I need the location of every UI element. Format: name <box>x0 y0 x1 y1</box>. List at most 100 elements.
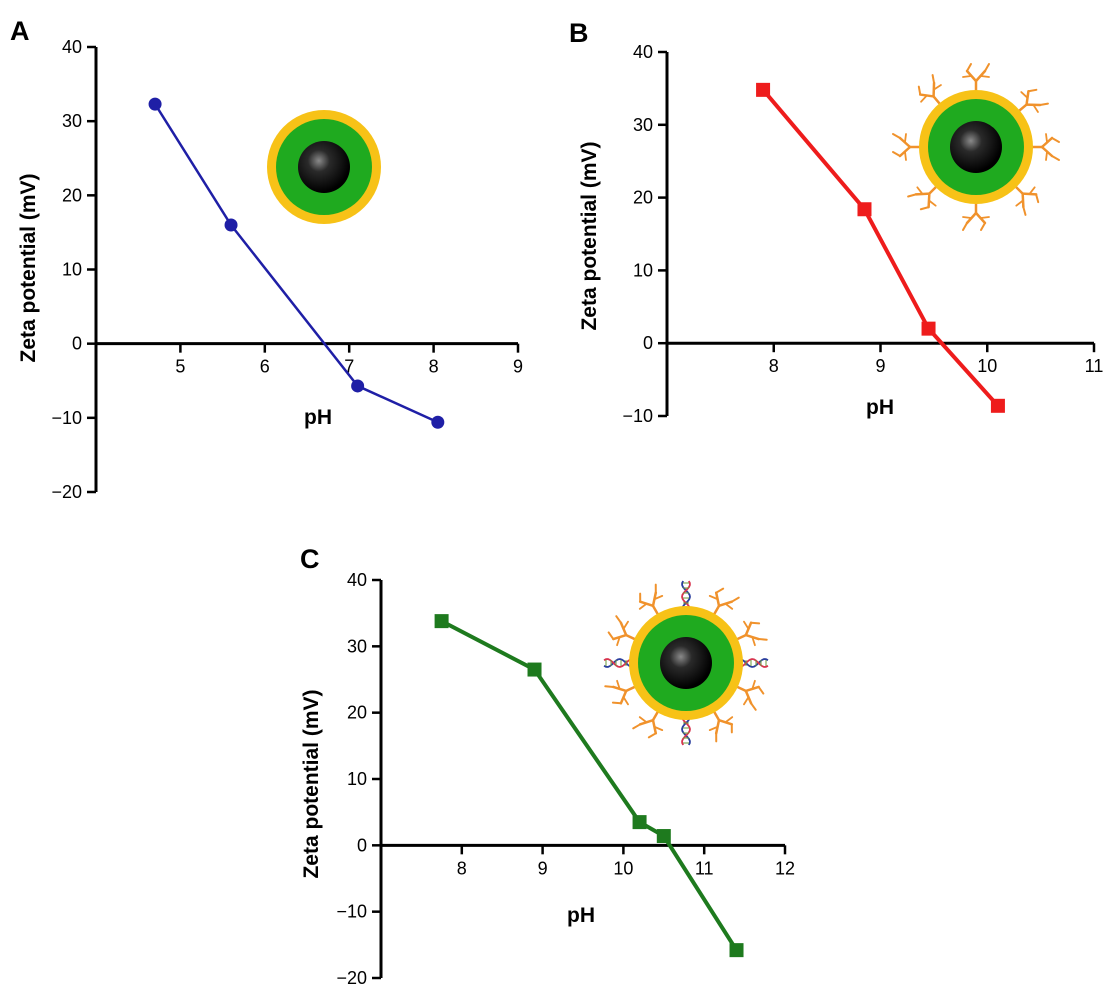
antibody-tip <box>724 603 734 610</box>
antibody-tip <box>962 75 972 78</box>
panel-c: C −20 −10 0 10 20 30 40 8 9 10 11 12 pH Zeta potential… <box>300 544 795 987</box>
antibody-tip <box>1022 206 1027 216</box>
y-tick-label: 40 <box>633 42 653 62</box>
data-point <box>729 943 744 958</box>
antibody-tip <box>708 594 719 600</box>
antibody-icon <box>962 195 990 231</box>
x-tick-label: 9 <box>538 858 548 878</box>
x-tick-label: 10 <box>977 356 997 376</box>
data-point <box>224 218 238 232</box>
data-point <box>990 398 1005 413</box>
antibody-tip <box>1027 88 1038 93</box>
series-line <box>761 88 1000 408</box>
y-axis-title: Zeta potential (mV) <box>17 173 40 362</box>
y-tick-label: 20 <box>62 185 82 205</box>
data-point <box>148 97 162 111</box>
antibody-tip <box>904 133 907 143</box>
data-point <box>527 662 542 677</box>
antibody-tip <box>730 596 740 603</box>
antibody-tip <box>1015 199 1024 207</box>
antibody-tip <box>904 151 907 161</box>
antibody-tip <box>962 216 972 219</box>
antibody-tip <box>639 592 642 603</box>
panel-letter: C <box>300 544 320 574</box>
x-tick-label: 9 <box>513 357 523 377</box>
antibody-tip <box>1051 137 1060 143</box>
antibody-tip <box>917 85 922 96</box>
antibody-tip <box>1045 151 1048 161</box>
x-axis-title: pH <box>567 904 595 927</box>
y-axis-title: Zeta potential (mV) <box>578 141 601 330</box>
antibody-tip <box>653 594 664 600</box>
x-tick-label: 8 <box>429 357 439 377</box>
antibody-tip <box>622 620 629 630</box>
x-tick-label: 10 <box>613 858 633 878</box>
y-axis-title: Zeta potential (mV) <box>300 689 323 878</box>
antibody-tip <box>616 636 621 647</box>
nanoparticle-icon <box>603 580 769 746</box>
y-tick-label: −20 <box>51 482 82 502</box>
y-tick-label: 30 <box>633 115 653 135</box>
antibody-tip <box>751 679 756 690</box>
antibody-tip <box>638 603 648 610</box>
y-tick-label: −10 <box>51 408 82 428</box>
x-tick-label: 7 <box>344 357 354 377</box>
data-point <box>632 815 647 830</box>
antibody-tip <box>604 685 615 688</box>
antibody-tip <box>892 151 901 157</box>
data-point <box>656 829 671 844</box>
antibody-tip <box>708 726 719 732</box>
data-point <box>434 614 449 629</box>
antibody-tip <box>984 63 990 72</box>
antibody-tip <box>933 84 942 91</box>
y-tick-label: 0 <box>643 333 653 353</box>
antibody-tip <box>615 615 622 624</box>
antibody-tip <box>1032 104 1039 113</box>
panel-letter: A <box>10 16 30 46</box>
antibody-tip <box>966 63 972 72</box>
x-axis-title: pH <box>304 406 332 429</box>
antibody-tip <box>638 716 648 723</box>
antibody-tip <box>654 583 657 594</box>
antibody-tip <box>980 75 990 78</box>
y-tick-label: 0 <box>357 835 367 855</box>
panel-a: A −20 −10 0 10 20 30 40 5 6 7 8 9 pH Zeta potential (m… <box>10 16 523 502</box>
data-point <box>857 202 872 217</box>
antibody-tip <box>622 696 629 706</box>
antibody-tip <box>757 638 768 641</box>
x-tick-label: 12 <box>775 858 795 878</box>
antibody-tip <box>632 723 642 730</box>
antibody-tip <box>1020 91 1029 99</box>
x-tick-label: 8 <box>769 356 779 376</box>
data-point <box>351 379 365 393</box>
antibody-tip <box>715 587 725 594</box>
antibody-icon <box>638 583 664 621</box>
panel-b: B −10 0 10 20 30 40 8 9 10 11 pH Zeta potential (mV) <box>569 18 1103 426</box>
antibody-tip <box>750 621 761 625</box>
y-tick-label: 20 <box>347 703 367 723</box>
y-tick-label: 40 <box>62 37 82 57</box>
antibody-tip <box>757 685 765 695</box>
antibody-tip <box>616 679 621 690</box>
antibody-tip <box>750 702 757 711</box>
y-tick-label: 40 <box>347 570 367 590</box>
antibody-icon <box>730 679 765 711</box>
y-tick-label: −10 <box>336 902 367 922</box>
y-tick-label: 30 <box>62 111 82 131</box>
y-tick-label: 10 <box>347 769 367 789</box>
antibody-tip <box>1045 133 1048 143</box>
antibody-tip <box>724 716 734 723</box>
antibody-tip <box>919 206 930 211</box>
antibody-tip <box>743 696 750 706</box>
nanoparticle-core <box>660 637 712 689</box>
antibody-tip <box>1035 193 1040 204</box>
antibody-tip <box>607 631 615 641</box>
y-tick-label: 20 <box>633 188 653 208</box>
antibody-tip <box>920 94 928 103</box>
antibody-tip <box>962 222 968 231</box>
antibody-tip <box>743 620 750 630</box>
antibody-tip <box>647 732 657 739</box>
antibody-tip <box>892 133 901 139</box>
antibody-tip <box>653 726 664 732</box>
